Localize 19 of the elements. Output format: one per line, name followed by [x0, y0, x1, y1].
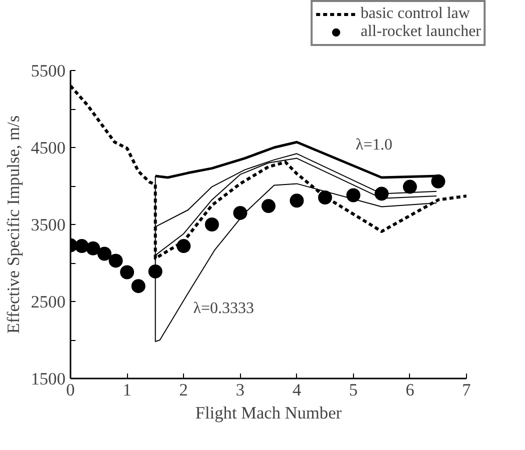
y-tick-label: 2500 [30, 292, 66, 312]
legend-label: all-rocket launcher [360, 23, 481, 41]
x-tick-label: 6 [406, 380, 415, 400]
x-tick-label: 0 [66, 380, 75, 400]
x-tick-label: 4 [292, 380, 302, 400]
x-axis-title: Flight Mach Number [195, 404, 342, 422]
x-tick-label: 7 [462, 380, 472, 400]
x-tick-label: 3 [236, 380, 245, 400]
annotation: λ=0.3333 [193, 300, 254, 317]
legend-label: basic control law [360, 5, 470, 23]
annotation: λ=1.0 [356, 136, 392, 154]
y-tick-label: 5500 [30, 62, 66, 80]
y-tick-label: 1500 [30, 370, 66, 388]
x-tick-label: 2 [179, 380, 188, 400]
x-tick-label: 1 [122, 380, 132, 400]
y-axis-title: Effective Specific Impulse, m/s [4, 115, 23, 334]
y-tick-label: 3500 [30, 216, 66, 234]
y-tick-label: 4500 [30, 138, 66, 158]
x-tick-label: 5 [349, 380, 358, 400]
